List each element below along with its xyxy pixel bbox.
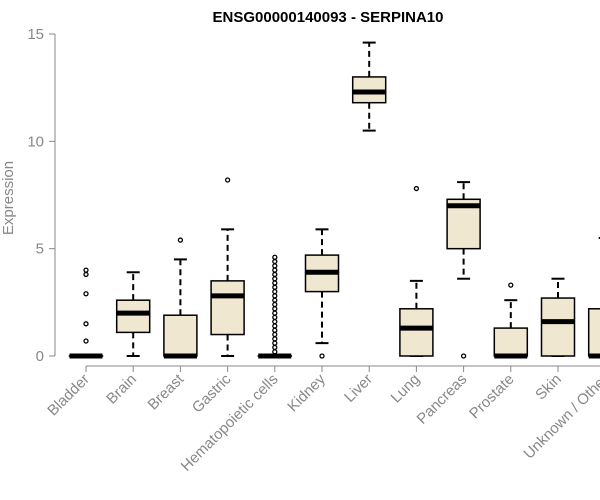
outlier-point	[272, 254, 278, 260]
outlier-point	[83, 321, 89, 327]
outlier-point	[272, 327, 278, 333]
x-tick-label: Prostate	[466, 371, 518, 423]
outlier-point	[83, 291, 89, 297]
outlier-point	[177, 237, 184, 243]
outlier-point	[272, 310, 278, 316]
outlier-point	[272, 271, 278, 278]
outlier-point	[272, 258, 278, 265]
outlier-point	[272, 349, 278, 355]
box-rect	[115, 299, 151, 334]
box-breast	[163, 237, 198, 359]
y-tick-label: 5	[36, 241, 44, 258]
x-tick-label: Bladder	[44, 371, 93, 420]
outlier-point	[272, 340, 278, 346]
box-rect	[163, 314, 198, 357]
x-tick-label: Pancreas	[414, 371, 471, 428]
chart-title: ENSG00000140093 - SERPINA10	[213, 9, 444, 26]
y-tick-label: 10	[27, 133, 44, 150]
outlier-point	[272, 280, 278, 286]
outlier-point	[272, 288, 278, 295]
box-kidney	[304, 228, 340, 359]
outlier-point	[272, 331, 278, 338]
box-rect	[587, 308, 600, 357]
box-prostate	[493, 282, 529, 359]
outlier-point	[83, 271, 89, 278]
box-rect	[540, 297, 576, 357]
outlier-point	[272, 293, 278, 299]
box-bladder	[68, 267, 104, 359]
x-tick-label: Brain	[103, 371, 140, 408]
box-rect	[210, 280, 245, 336]
y-tick-label: 0	[36, 348, 44, 365]
x-tick-label: Kidney	[284, 370, 329, 415]
box-lung	[399, 185, 434, 357]
outlier-point	[272, 314, 278, 321]
y-tick-label: 15	[27, 26, 44, 43]
outlier-point	[83, 267, 89, 273]
outlier-point	[272, 276, 278, 282]
box-rect	[399, 308, 434, 357]
box-rect	[493, 327, 529, 357]
box-brain	[115, 271, 151, 357]
outlier-point	[83, 338, 89, 344]
y-axis-label: Expression	[0, 161, 17, 235]
box-unknown-other	[587, 236, 600, 359]
x-tick-label: Skin	[532, 371, 565, 404]
box-gastric	[210, 177, 245, 357]
x-tick-label: Lung	[388, 371, 424, 407]
outlier-point	[508, 282, 514, 288]
outlier-point	[272, 306, 278, 312]
x-tick-label: Breast	[145, 370, 188, 413]
y-axis: 0 5 10 15	[27, 26, 56, 365]
outlier-point	[272, 319, 278, 325]
outlier-point	[272, 263, 278, 269]
box-liver	[351, 41, 387, 132]
outlier-point	[272, 284, 278, 290]
outlier-point	[319, 353, 325, 359]
outlier-point	[460, 353, 467, 359]
box-pancreas	[446, 181, 481, 359]
outlier-point	[272, 336, 278, 342]
x-tick-label: Liver	[341, 371, 376, 406]
box-skin	[540, 277, 576, 357]
outlier-point	[272, 267, 278, 273]
outlier-point	[413, 185, 420, 192]
outlier-point	[272, 344, 278, 351]
boxes-group	[68, 41, 600, 359]
x-tick-label: Gastric	[189, 370, 235, 416]
outlier-point	[224, 177, 231, 183]
outlier-point	[272, 297, 278, 303]
outlier-point	[272, 301, 278, 308]
box-hematopoietic-cells	[257, 254, 293, 359]
outlier-point	[272, 323, 278, 329]
